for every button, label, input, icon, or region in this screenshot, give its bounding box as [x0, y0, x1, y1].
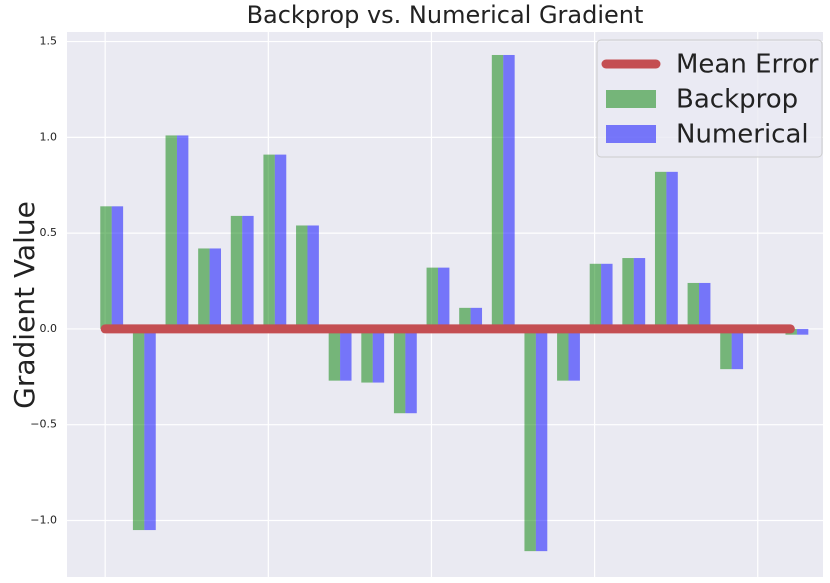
bar — [144, 328, 156, 531]
y-tick-label: 1.0 — [40, 130, 58, 143]
bar — [242, 215, 254, 329]
bar — [535, 328, 548, 552]
bar — [622, 258, 634, 329]
bar — [687, 282, 700, 329]
bar — [198, 248, 210, 329]
bar — [176, 135, 189, 329]
bar — [230, 215, 243, 329]
bar — [699, 282, 711, 329]
bar — [328, 328, 341, 381]
bar — [405, 328, 417, 414]
bar — [372, 328, 385, 383]
bar — [296, 225, 308, 329]
bar — [568, 328, 580, 381]
legend-label: Numerical — [676, 120, 809, 150]
legend-patch — [606, 90, 656, 108]
bar — [132, 328, 145, 531]
bar — [731, 328, 744, 370]
bar — [393, 328, 406, 414]
bar — [340, 328, 352, 381]
y-axis-label: Gradient Value — [8, 201, 41, 409]
bar — [100, 206, 112, 329]
bar — [491, 54, 504, 329]
bar — [654, 171, 667, 329]
y-tick-label: −1.0 — [30, 513, 57, 526]
chart-title: Backprop vs. Numerical Gradient — [247, 1, 644, 29]
bar — [263, 154, 275, 329]
legend-patch — [606, 125, 656, 143]
bar — [165, 135, 177, 329]
y-tick-label: 1.5 — [40, 35, 58, 48]
bar — [361, 328, 373, 383]
bar — [503, 54, 515, 329]
bar — [720, 328, 732, 370]
bar — [274, 154, 287, 329]
bar — [796, 328, 809, 335]
y-tick-label: 0.0 — [40, 322, 58, 335]
bar — [307, 225, 319, 329]
bar — [557, 328, 569, 381]
bar — [633, 258, 646, 329]
bar — [437, 267, 450, 329]
bar — [426, 267, 438, 329]
bar — [666, 171, 678, 329]
bar — [589, 263, 602, 329]
bar — [601, 263, 613, 329]
y-tick-label: −0.5 — [30, 418, 57, 431]
bar — [209, 248, 222, 329]
bar — [459, 307, 471, 329]
legend-label: Backprop — [676, 85, 798, 115]
bar — [524, 328, 536, 552]
y-tick-label: 0.5 — [40, 226, 58, 239]
bar — [470, 307, 483, 329]
bar — [111, 206, 124, 329]
legend-label: Mean Error — [676, 50, 819, 80]
